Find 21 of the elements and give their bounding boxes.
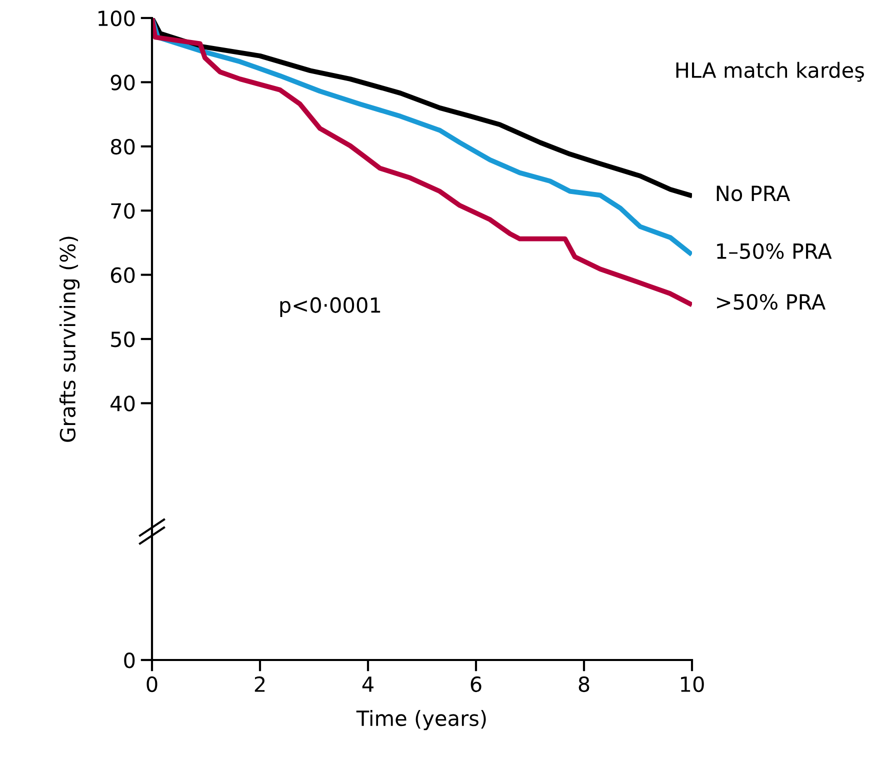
y-tick-label: 0 (124, 652, 135, 668)
text: HLA match kardeş (676, 62, 864, 82)
x-tick-label: 4 (362, 676, 374, 692)
series-label: No PRA (716, 186, 790, 202)
x-tick-label: 10 (681, 676, 704, 692)
y-tick-label: 40 (110, 396, 135, 412)
annotation: p<0·0001 (280, 297, 380, 317)
y-tick-label: 60 (110, 267, 135, 284)
y-tick-label: 50 (111, 331, 135, 348)
series-label: 1–50% PRA (717, 243, 832, 260)
y-tick-label: 100 (98, 10, 135, 26)
y-tick-label: 70 (111, 203, 135, 219)
x-tick-label: 8 (578, 676, 590, 692)
x-tick-label: 2 (254, 676, 265, 692)
y-tick-label: 80 (110, 138, 135, 155)
x-tick-label: 0 (146, 676, 158, 692)
x-axis-title: Time (years) (356, 710, 486, 730)
y-tick-label: 90 (110, 74, 135, 90)
y-axis-title: Grafts surviving (%) (59, 236, 80, 442)
x-tick-label: 6 (470, 676, 482, 692)
series-label: >50% PRA (717, 294, 826, 310)
